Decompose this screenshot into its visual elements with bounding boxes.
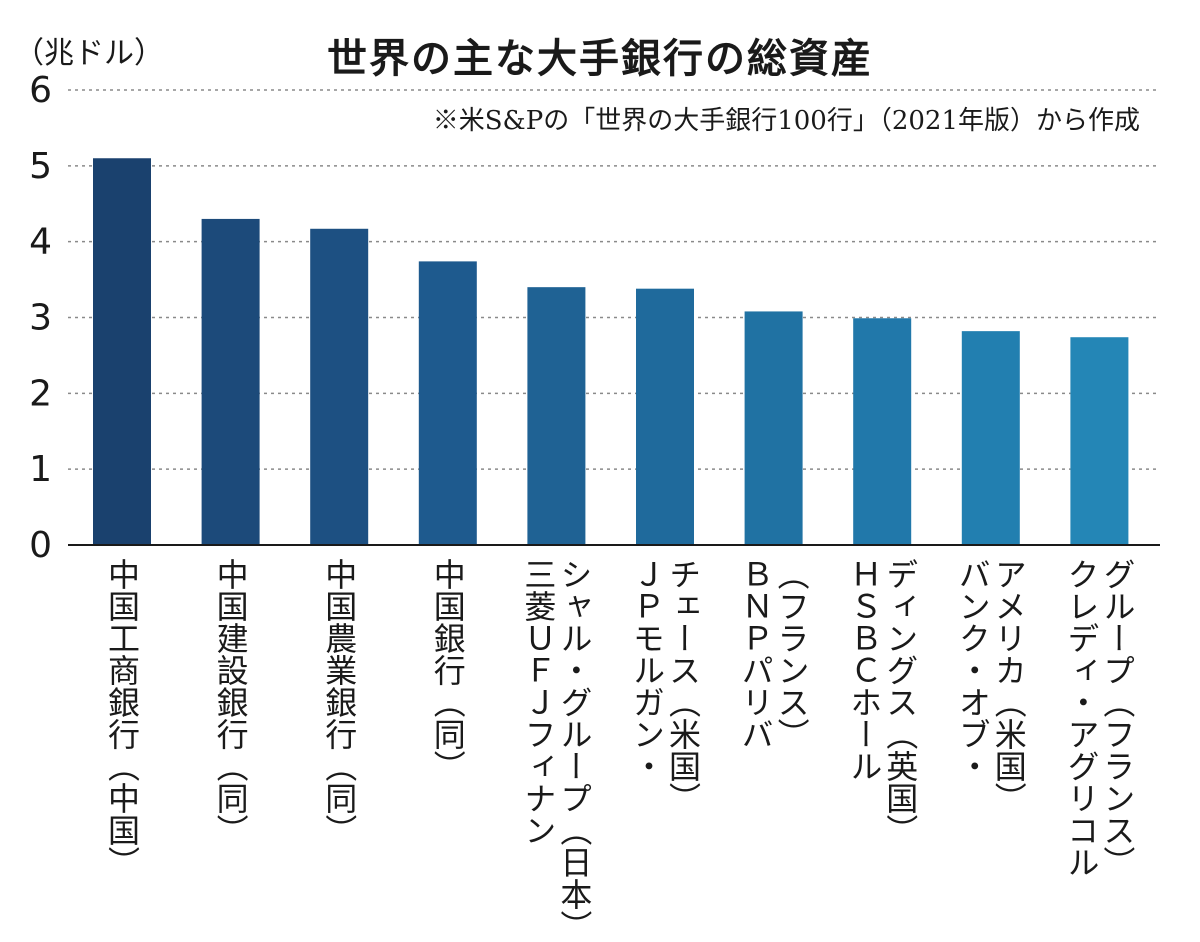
- y-tick-label: 2: [29, 373, 52, 414]
- bar-chart: 0 1 2 3 4 5 6: [29, 70, 1160, 566]
- y-tick-label: 4: [29, 222, 52, 263]
- bar: [93, 158, 151, 545]
- y-tick-label: 3: [29, 298, 52, 339]
- x-tick-label: 中国銀行（同）: [428, 558, 467, 782]
- bar: [744, 311, 803, 545]
- x-tick-label: チェース（米国） ＪＰモルガン・: [628, 558, 702, 814]
- bar: [961, 331, 1020, 545]
- chart-title: 世界の主な大手銀行の総資産: [327, 36, 873, 82]
- x-tick-label: （フランス） ＢＮＰパリバ: [736, 558, 811, 750]
- y-tick-label: 6: [29, 70, 52, 111]
- bar: [201, 218, 260, 545]
- bars: [93, 158, 1129, 545]
- x-tick-label: ディングス（英国） ＨＳＢＣホール: [845, 558, 920, 846]
- bar: [527, 287, 586, 545]
- bar: [853, 318, 912, 545]
- x-tick-label: 中国農業銀行（同）: [320, 558, 359, 846]
- bar: [418, 261, 477, 545]
- y-tick-label: 1: [29, 449, 52, 490]
- x-tick-label: 中国工商銀行（中国）: [103, 558, 141, 878]
- bar: [310, 228, 369, 545]
- x-tick-label: グループ（フランス） クレディ・アグリコル: [1062, 558, 1137, 878]
- y-axis-ticks: 0 1 2 3 4 5 6: [29, 70, 52, 566]
- x-tick-label: シャル・グループ（日本） 三菱ＵＦＪフィナン: [519, 558, 594, 942]
- bar: [1070, 337, 1129, 545]
- x-tick-label: 中国建設銀行（同）: [211, 558, 250, 846]
- bar: [636, 288, 694, 545]
- unit-label: （兆ドル）: [14, 36, 164, 71]
- y-tick-label: 0: [29, 525, 52, 566]
- source-note: ※米S&Pの「世界の大手銀行100行」（2021年版）から作成: [424, 100, 1140, 137]
- x-tick-label: アメリカ（米国） バンク・オブ・: [953, 558, 1028, 814]
- y-tick-label: 5: [29, 146, 52, 187]
